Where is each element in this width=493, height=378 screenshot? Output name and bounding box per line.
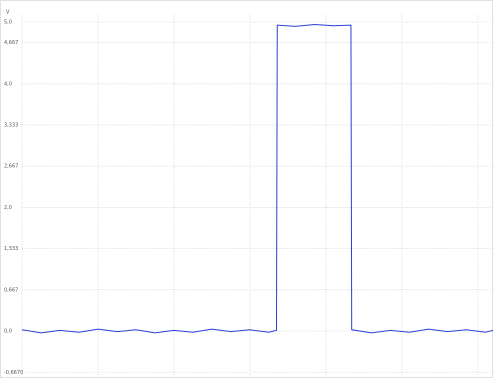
y-tick-label: 0,0 — [4, 329, 12, 335]
y-tick-label: 1,333 — [4, 246, 18, 252]
y-tick-label: 4,0 — [4, 81, 12, 87]
y-tick-label: 5,0 — [4, 20, 12, 26]
y-unit: V — [6, 10, 10, 16]
y-tick-label: 4,667 — [4, 40, 18, 46]
y-tick-label: -0,6670 — [4, 370, 23, 376]
signal-line — [21, 24, 493, 334]
y-tick-label: 2,0 — [4, 205, 12, 211]
y-tick-label: 3,333 — [4, 123, 18, 129]
y-tick-label: 0,667 — [4, 287, 18, 293]
y-tick-label: 2,667 — [4, 164, 18, 170]
